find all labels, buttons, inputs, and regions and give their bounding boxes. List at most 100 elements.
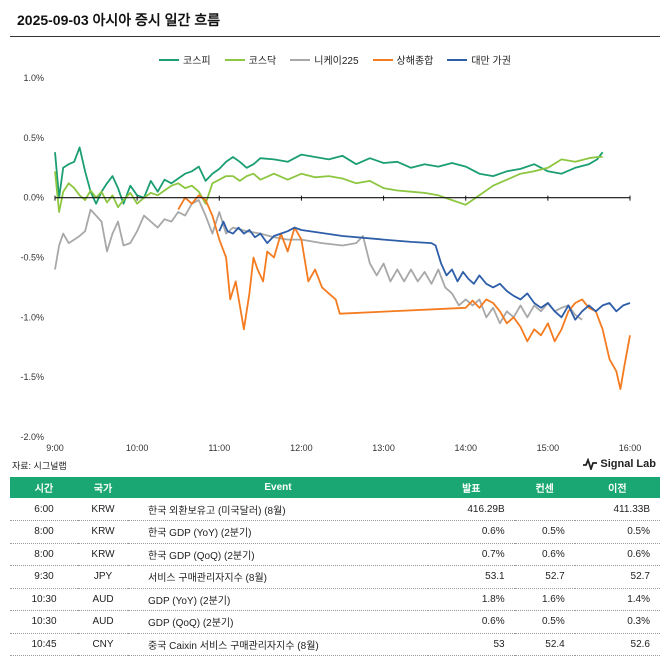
legend-label: 상해종합 [396, 56, 434, 67]
x-tick-label: 9:00 [46, 443, 64, 453]
legend-swatch [447, 58, 468, 61]
x-tick-label: 13:00 [372, 443, 395, 453]
page-title: 2025-09-03 아시아 증시 일간 흐름 [17, 12, 221, 28]
line-chart: 1.0% 0.5% 0.0% -0.5% -1.0% -1.5% -2.0%9:00 10:0… [20, 73, 642, 453]
table-row: 6:00 KRW 한국 외환보유고 (미국달러) (8월) 416.29B 41… [10, 498, 660, 521]
cell-previous: 0.6% [574, 543, 660, 566]
cell-previous: 1.4% [574, 588, 660, 611]
cell-time: 10:30 [10, 588, 78, 611]
table-row: 8:00 KRW 한국 GDP (QoQ) (2분기) 0.7% 0.6% 0.… [10, 543, 660, 566]
cell-previous: 0.5% [574, 520, 660, 544]
col-header-previous: 이전 [574, 477, 660, 498]
col-header-event: Event [128, 477, 428, 498]
table-header-row: 시간 국가 Event 발표 컨센 이전 [10, 477, 660, 498]
series-line [218, 220, 631, 321]
cell-previous: 411.33B [574, 498, 660, 521]
legend-item: 코스닥 [224, 52, 277, 67]
series-line [54, 156, 603, 213]
cell-consensus: 0.5% [514, 520, 575, 544]
table-row: 10:30 AUD GDP (YoY) (2분기) 1.8% 1.6% 1.4% [10, 588, 660, 611]
cell-previous: 52.6 [574, 633, 660, 656]
x-tick-label: 14:00 [454, 443, 477, 453]
cell-event: GDP (QoQ) (2분기) [128, 610, 428, 634]
economic-events-table: 시간 국가 Event 발표 컨센 이전 6:00 KRW 한국 외환보유고 (… [10, 477, 660, 656]
cell-time: 8:00 [10, 520, 78, 544]
cell-consensus: 0.5% [514, 610, 575, 634]
x-tick-label: 11:00 [208, 443, 230, 453]
pulse-logo-icon [583, 458, 598, 470]
col-header-country: 국가 [78, 477, 128, 498]
cell-event: 중국 Caixin 서비스 구매관리자지수 (8월) [128, 633, 428, 656]
cell-time: 10:30 [10, 610, 78, 634]
table-row: 9:30 JPY 서비스 구매관리자지수 (8월) 53.1 52.7 52.7 [10, 565, 660, 589]
y-tick-label: 1.0% [23, 73, 44, 83]
series-line [54, 199, 583, 325]
y-tick-label: -2.0% [20, 432, 44, 442]
y-tick-label: 0.0% [23, 193, 44, 203]
series-line [54, 146, 604, 205]
col-header-actual: 발표 [428, 477, 515, 498]
cell-consensus: 52.4 [514, 633, 575, 656]
cell-time: 10:45 [10, 633, 78, 656]
legend-label: 코스닥 [248, 56, 277, 67]
cell-country: CNY [78, 633, 128, 656]
cell-country: AUD [78, 588, 128, 611]
cell-country: AUD [78, 610, 128, 634]
chart-legend: 코스피 코스닥 니케이225 상해종합 대만 가권 [0, 52, 670, 67]
cell-actual: 0.6% [428, 610, 515, 634]
legend-swatch [224, 58, 245, 61]
legend-label: 니케이225 [314, 56, 359, 67]
y-tick-label: -0.5% [20, 253, 44, 263]
cell-consensus [514, 498, 575, 521]
cell-actual: 53.1 [428, 565, 515, 589]
legend-label: 코스피 [183, 56, 211, 67]
y-tick-label: -1.0% [20, 312, 44, 322]
table-row: 8:00 KRW 한국 GDP (YoY) (2분기) 0.6% 0.5% 0.… [10, 520, 660, 544]
cell-actual: 416.29B [428, 498, 515, 521]
cell-actual: 53 [428, 633, 515, 656]
table-row: 10:30 AUD GDP (QoQ) (2분기) 0.6% 0.5% 0.3% [10, 610, 660, 634]
series-line [177, 194, 631, 391]
cell-consensus: 0.6% [514, 543, 575, 566]
legend-label: 대만 가권 [471, 56, 511, 67]
cell-time: 9:30 [10, 565, 78, 589]
cell-previous: 52.7 [574, 565, 660, 589]
x-tick-label: 16:00 [619, 443, 642, 453]
cell-consensus: 1.6% [514, 588, 575, 611]
y-tick-label: -1.5% [20, 372, 44, 382]
cell-consensus: 52.7 [514, 565, 575, 589]
cell-country: JPY [78, 565, 128, 589]
cell-country: KRW [78, 520, 128, 544]
cell-event: GDP (YoY) (2분기) [128, 588, 428, 611]
cell-actual: 0.6% [428, 520, 515, 544]
cell-time: 6:00 [10, 498, 78, 521]
cell-time: 8:00 [10, 543, 78, 566]
x-tick-label: 12:00 [290, 443, 313, 453]
x-tick-label: 10:00 [126, 443, 149, 453]
cell-event: 서비스 구매관리자지수 (8월) [128, 565, 428, 589]
legend-swatch [159, 58, 180, 61]
legend-item: 상해종합 [372, 52, 434, 67]
cell-actual: 1.8% [428, 588, 515, 611]
col-header-time: 시간 [10, 477, 78, 498]
cell-actual: 0.7% [428, 543, 515, 566]
legend-swatch [372, 58, 393, 61]
table-row: 10:45 CNY 중국 Caixin 서비스 구매관리자지수 (8월) 53 … [10, 633, 660, 656]
brand-logo: Signal Lab [583, 458, 656, 470]
brand-name: Signal Lab [600, 458, 656, 470]
source-note: 자료: 시그널랩 [12, 461, 67, 471]
cell-event: 한국 외환보유고 (미국달러) (8월) [128, 498, 428, 521]
legend-item: 코스피 [159, 52, 211, 67]
col-header-consensus: 컨센 [514, 477, 575, 498]
cell-country: KRW [78, 498, 128, 521]
cell-previous: 0.3% [574, 610, 660, 634]
cell-country: KRW [78, 543, 128, 566]
legend-swatch [290, 58, 311, 61]
legend-item: 니케이225 [290, 52, 359, 67]
cell-event: 한국 GDP (YoY) (2분기) [128, 520, 428, 544]
cell-event: 한국 GDP (QoQ) (2분기) [128, 543, 428, 566]
legend-item: 대만 가권 [447, 52, 511, 67]
y-tick-label: 0.5% [23, 133, 44, 143]
title-divider [10, 36, 660, 37]
x-tick-label: 15:00 [537, 443, 560, 453]
